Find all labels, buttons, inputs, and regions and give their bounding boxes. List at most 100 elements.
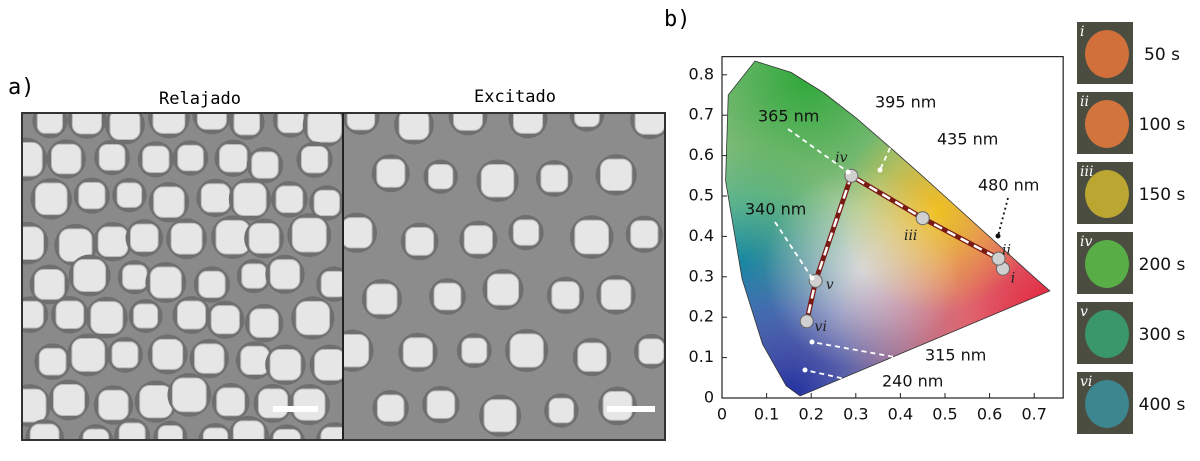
swatch xyxy=(1085,170,1129,218)
particle xyxy=(300,145,329,174)
particle xyxy=(275,185,304,214)
particle xyxy=(376,394,405,422)
particle xyxy=(194,343,225,374)
micrograph xyxy=(22,113,343,440)
particle xyxy=(22,142,43,177)
swatch xyxy=(1085,310,1129,358)
particle xyxy=(577,342,607,372)
particle xyxy=(241,263,267,289)
annotation-arrow xyxy=(939,151,968,186)
particle xyxy=(314,348,343,381)
arrow-head xyxy=(995,233,1001,239)
y-tick-label: 0.1 xyxy=(689,347,714,366)
swatch-time: 300 s xyxy=(1139,325,1186,345)
particle xyxy=(111,341,139,369)
swatch-time: 100 s xyxy=(1139,115,1186,135)
image-title: Excitado xyxy=(474,87,556,107)
particle xyxy=(376,158,406,188)
particle xyxy=(540,164,569,193)
swatch-time: 150 s xyxy=(1139,185,1186,205)
particle xyxy=(480,163,515,198)
particle xyxy=(574,219,610,255)
particle xyxy=(320,426,343,440)
particle xyxy=(130,223,159,253)
point xyxy=(991,251,1006,266)
x-tick-label: 0.5 xyxy=(932,405,957,424)
trajectory-dash xyxy=(805,173,1005,322)
particle xyxy=(177,144,204,172)
micrograph xyxy=(343,113,665,440)
particle xyxy=(71,113,102,135)
y-tick-label: 0.3 xyxy=(689,266,714,285)
particle xyxy=(38,347,67,376)
particle xyxy=(398,113,430,141)
particle xyxy=(512,219,540,246)
swatch xyxy=(1085,380,1129,428)
point-label: iii xyxy=(904,228,917,244)
particle xyxy=(116,182,143,208)
y-tick-label: 0.4 xyxy=(689,226,714,245)
particle xyxy=(152,338,184,370)
annotation: 395 nm xyxy=(875,93,936,112)
particle xyxy=(152,113,186,134)
particle xyxy=(291,217,327,253)
x-tick-label: 0.3 xyxy=(843,405,868,424)
particle xyxy=(453,113,483,131)
cie-chart: 0 0.1 0.2 0.3 0.4 0.5 0.6 0.7 0 0.1 0.2 0.3 0.4 0.5 0.… xyxy=(689,56,1064,424)
particle xyxy=(269,259,301,290)
y-tick-label: 0.8 xyxy=(689,64,714,83)
scale-bar xyxy=(273,406,318,412)
particle xyxy=(109,113,141,140)
annotation: 365 nm xyxy=(758,107,819,126)
particle xyxy=(551,281,580,310)
plot-frame xyxy=(721,56,1064,399)
particle xyxy=(82,428,110,440)
particle xyxy=(269,348,302,381)
particle xyxy=(483,399,517,433)
particle xyxy=(232,420,265,440)
swatch xyxy=(1085,240,1129,288)
point xyxy=(915,211,930,226)
particle xyxy=(176,300,207,330)
particle xyxy=(34,182,68,216)
particle xyxy=(22,226,45,260)
particle xyxy=(98,389,129,421)
annotation-arrow xyxy=(997,197,1009,237)
scale-bar xyxy=(607,406,655,412)
particle xyxy=(73,259,107,292)
particle xyxy=(200,183,231,213)
particle xyxy=(251,151,279,179)
particle xyxy=(602,390,633,421)
y-tick-label: 0.6 xyxy=(689,145,714,164)
particle xyxy=(293,388,326,421)
annotation-arrow xyxy=(811,341,956,369)
particle xyxy=(402,337,434,368)
y-tick-label: 0.7 xyxy=(689,105,714,124)
particle xyxy=(22,300,44,329)
particle xyxy=(52,383,86,416)
particle xyxy=(157,425,183,440)
particle xyxy=(202,427,229,440)
particle xyxy=(599,158,633,191)
particle xyxy=(122,264,148,290)
y-tick-label: 0.5 xyxy=(689,186,714,205)
particle xyxy=(548,397,575,424)
y-tick-label: 0 xyxy=(704,388,714,407)
point-label: vi xyxy=(815,319,827,335)
annotation: 315 nm xyxy=(925,346,986,365)
particle xyxy=(90,301,124,335)
particle xyxy=(574,113,600,128)
arrow-head xyxy=(877,167,883,173)
particle xyxy=(198,270,226,299)
x-tick-label: 0 xyxy=(717,405,727,424)
particle xyxy=(630,220,659,249)
point-label: ii xyxy=(1002,243,1011,259)
swatch xyxy=(1085,100,1129,148)
swatch-time: 50 s xyxy=(1144,45,1180,65)
particle xyxy=(34,269,65,300)
particle xyxy=(343,334,370,368)
particle xyxy=(295,300,331,336)
particle xyxy=(210,305,240,335)
particle xyxy=(512,113,544,134)
arrow-head xyxy=(937,182,943,188)
